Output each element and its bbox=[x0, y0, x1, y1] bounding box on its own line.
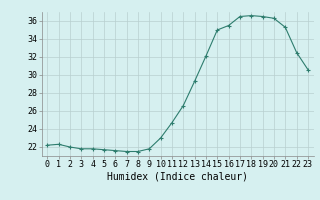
X-axis label: Humidex (Indice chaleur): Humidex (Indice chaleur) bbox=[107, 172, 248, 182]
